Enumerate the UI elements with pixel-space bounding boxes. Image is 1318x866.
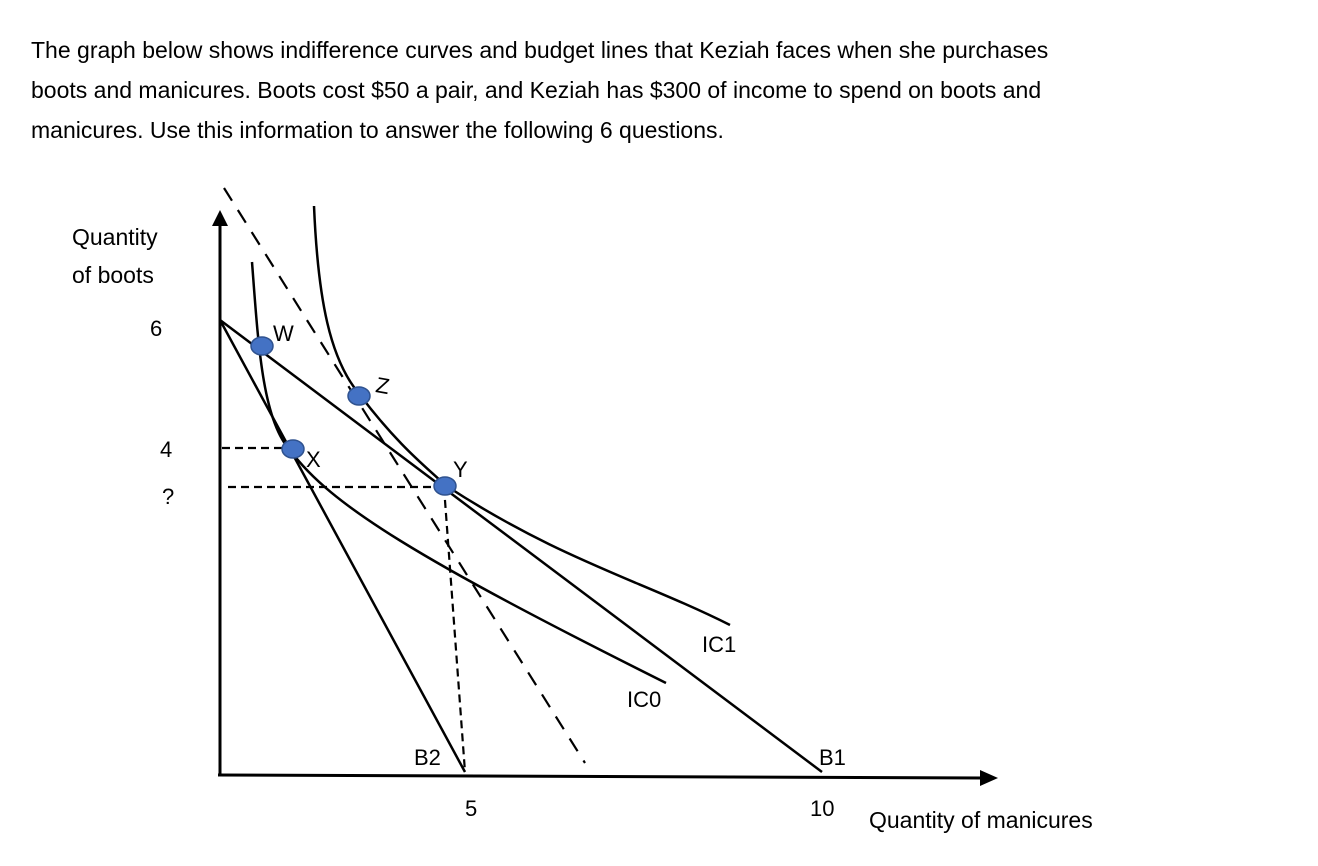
x-tick-10: 10 (810, 796, 834, 821)
ic0-label: IC0 (627, 687, 661, 712)
point-w-label: W (273, 321, 294, 346)
point-z-label: Z (374, 372, 392, 399)
point-y-marker (433, 476, 457, 496)
x-tick-5: 5 (465, 796, 477, 821)
x-axis-label: Quantity of manicures (869, 807, 1093, 833)
instructions-line-2: boots and manicures. Boots cost $50 a pa… (31, 77, 1042, 103)
guide-line-y-vertical (442, 486, 467, 773)
point-x-label: X (306, 447, 321, 472)
y-axis-arrowhead (212, 210, 228, 226)
budget-line-dashed (223, 187, 586, 764)
instructions-line-1: The graph below shows indifference curve… (31, 37, 1049, 63)
y-tick-6: 6 (150, 316, 162, 341)
point-w-marker (250, 336, 274, 356)
b1-label: B1 (819, 745, 846, 770)
ic1-label: IC1 (702, 632, 736, 657)
budget-line-b2 (218, 319, 467, 773)
b2-label: B2 (414, 745, 441, 770)
x-axis-arrowhead (980, 770, 998, 786)
y-axis-label-line-1: Quantity (72, 224, 158, 250)
budget-line-b1 (219, 319, 823, 773)
instructions-text: The graph below shows indifference curve… (31, 30, 1271, 150)
x-axis (217, 773, 985, 780)
y-axis-label-line-2: of boots (72, 262, 154, 288)
indifference-curve-ic1 (312, 205, 731, 627)
point-y-label: Y (453, 457, 468, 482)
point-x-marker (281, 439, 305, 459)
y-tick-question: ? (162, 484, 174, 509)
y-tick-4: 4 (160, 437, 172, 462)
point-z-marker (347, 386, 371, 406)
instructions-line-3: manicures. Use this information to answe… (31, 117, 724, 143)
